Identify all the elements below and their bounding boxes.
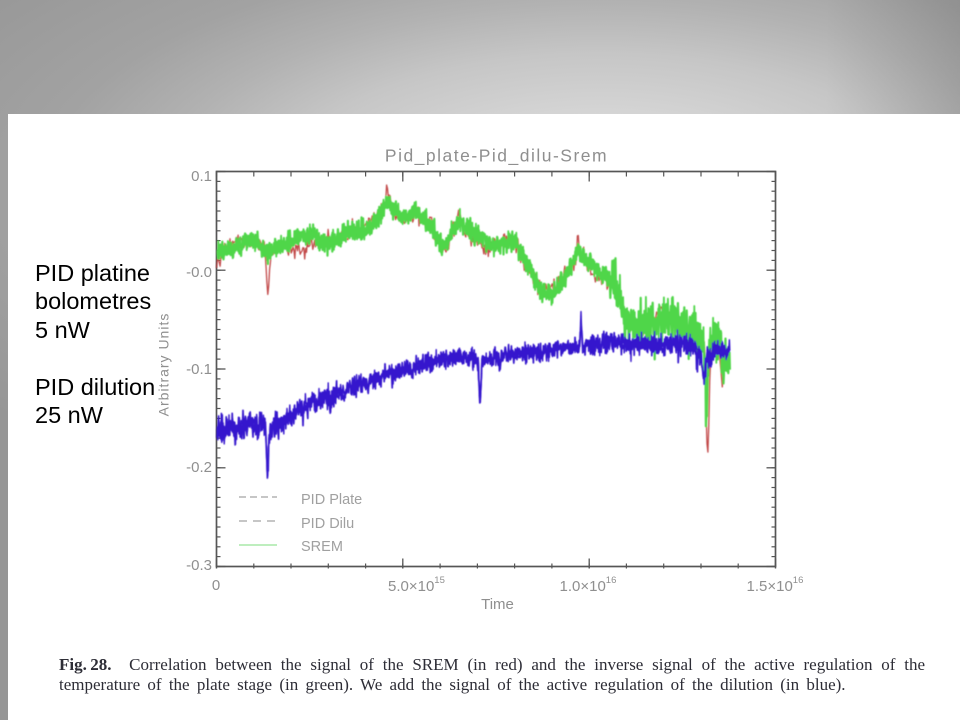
- svg-text:Pid_plate-Pid_dilu-Srem: Pid_plate-Pid_dilu-Srem: [385, 146, 608, 167]
- svg-text:-0.3: -0.3: [186, 557, 212, 574]
- svg-text:PID Plate: PID Plate: [301, 492, 362, 508]
- svg-text:-0.1: -0.1: [186, 361, 212, 378]
- svg-text:0: 0: [212, 577, 220, 594]
- svg-text:-0.2: -0.2: [186, 459, 212, 476]
- svg-text:1.5×1016: 1.5×1016: [747, 575, 804, 595]
- svg-text:0.1: 0.1: [191, 168, 212, 185]
- svg-text:-0.0: -0.0: [186, 264, 212, 281]
- svg-text:5.0×1015: 5.0×1015: [388, 575, 445, 595]
- svg-text:Time: Time: [481, 596, 514, 613]
- svg-text:SREM: SREM: [301, 539, 343, 555]
- svg-text:1.0×1016: 1.0×1016: [560, 575, 617, 595]
- svg-text:Arbitrary Units: Arbitrary Units: [156, 313, 172, 417]
- svg-text:PID Dilu: PID Dilu: [301, 516, 354, 532]
